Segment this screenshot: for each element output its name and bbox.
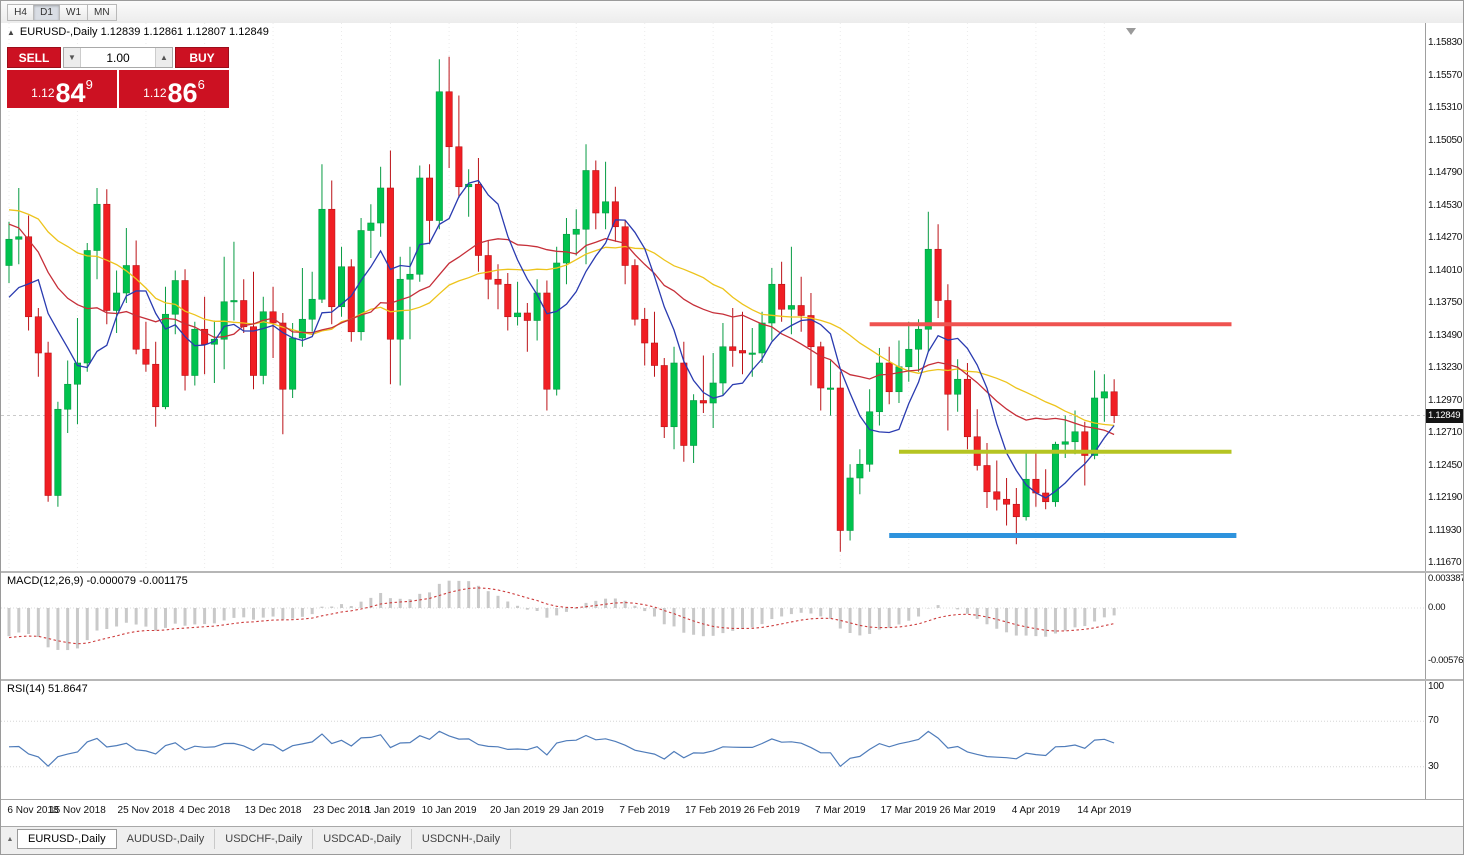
tab-usdchf-daily[interactable]: USDCHF-,Daily [215, 829, 314, 849]
macd-chart-canvas[interactable] [1, 573, 1425, 679]
one-click-trading-panel: SELL ▼ 1.00 ▲ BUY 1.12 84 9 1.12 86 6 [7, 47, 229, 108]
macd-axis[interactable]: 0.003387 0.00 -0.00576 [1425, 573, 1464, 679]
price-axis-label: 1.15830 [1428, 37, 1463, 48]
candlestick-chart-canvas[interactable] [1, 23, 1425, 571]
volume-increase-button[interactable]: ▲ [155, 48, 172, 67]
price-axis-label: 1.12450 [1428, 459, 1463, 471]
sell-price-prefix: 1.12 [31, 86, 55, 100]
sell-price-big: 84 [55, 78, 86, 109]
price-axis-label: 1.13490 [1428, 329, 1463, 341]
timeframe-mn-button[interactable]: MN [87, 3, 117, 21]
volume-decrease-button[interactable]: ▼ [64, 48, 81, 67]
timeframe-d1-button[interactable]: D1 [33, 3, 60, 21]
price-axis-label: 1.14010 [1428, 264, 1463, 276]
chart-tabs-bar: ▲ EURUSD-,Daily AUDUSD-,Daily USDCHF-,Da… [1, 826, 1463, 854]
time-axis-label: 25 Nov 2018 [117, 805, 175, 816]
time-axis-label: 6 Nov 2018 [7, 805, 59, 816]
panel-splitter-main-macd[interactable] [1, 571, 1463, 573]
price-axis-label: 1.14790 [1428, 167, 1463, 178]
timeframe-w1-button[interactable]: W1 [59, 3, 88, 21]
time-axis-label: 4 Apr 2019 [1011, 805, 1061, 816]
rsi-axis-label: 100 [1428, 681, 1444, 692]
sell-button[interactable]: SELL [7, 47, 61, 68]
price-axis-label: 1.11670 [1428, 557, 1462, 568]
macd-axis-label: 0.00 [1428, 602, 1446, 613]
time-axis-label: 14 Apr 2019 [1077, 805, 1132, 816]
one-click-collapse-icon[interactable]: ▲ [7, 27, 15, 37]
time-axis-divider [1, 799, 1463, 800]
volume-control: ▼ 1.00 ▲ [63, 47, 173, 68]
time-axis-label: 15 Nov 2018 [49, 805, 106, 816]
time-axis-label: 10 Jan 2019 [421, 805, 477, 816]
time-axis-label: 23 Dec 2018 [313, 805, 370, 816]
time-axis-label: 1 Jan 2019 [365, 805, 416, 816]
price-axis-label: 1.15570 [1428, 69, 1463, 81]
price-axis-label: 1.12710 [1428, 427, 1463, 438]
macd-title: MACD(12,26,9) -0.000079 -0.001175 [7, 575, 188, 587]
time-axis-label: 13 Dec 2018 [244, 805, 302, 816]
time-axis-label: 7 Mar 2019 [815, 805, 866, 816]
timeframe-h4-button[interactable]: H4 [7, 3, 34, 21]
time-axis-label: 26 Mar 2019 [939, 805, 996, 816]
rsi-chart-canvas[interactable] [1, 681, 1425, 799]
buy-price-big: 86 [167, 78, 198, 109]
volume-input[interactable]: 1.00 [106, 50, 130, 65]
rsi-title: RSI(14) 51.8647 [7, 683, 88, 695]
time-axis-label: 17 Feb 2019 [685, 805, 742, 816]
price-axis-label: 1.15310 [1428, 102, 1463, 113]
buy-price-display[interactable]: 1.12 86 6 [119, 70, 229, 108]
price-axis[interactable]: 1.15830 1.15570 1.15310 1.15050 1.14790 1.145… [1425, 23, 1463, 571]
panel-splitter-macd-rsi[interactable] [1, 679, 1463, 681]
price-axis-label: 1.11930 [1428, 524, 1462, 536]
price-axis-label: 1.14530 [1428, 199, 1463, 211]
time-axis-label: 29 Jan 2019 [548, 805, 604, 816]
price-axis-label: 1.13230 [1428, 362, 1463, 373]
chart-header: ▲ EURUSD-,Daily 1.12839 1.12861 1.12807 … [7, 26, 269, 38]
rsi-axis-label: 30 [1428, 760, 1439, 772]
buy-price-pip: 6 [197, 77, 205, 92]
tab-usdcad-daily[interactable]: USDCAD-,Daily [313, 829, 412, 849]
buy-button[interactable]: BUY [175, 47, 229, 68]
rsi-axis[interactable]: 100 70 30 [1425, 681, 1463, 799]
rsi-panel: RSI(14) 51.8647 100 70 30 [1, 681, 1463, 799]
buy-price-prefix: 1.12 [143, 86, 167, 100]
time-axis-label: 7 Feb 2019 [619, 805, 670, 816]
time-axis[interactable]: 6 Nov 2018 15 Nov 2018 25 Nov 2018 4 Dec 20… [1, 800, 1463, 826]
time-axis-label: 26 Feb 2019 [743, 805, 800, 816]
macd-panel: MACD(12,26,9) -0.000079 -0.001175 0.0033… [1, 573, 1464, 679]
time-axis-label: 4 Dec 2018 [179, 805, 231, 816]
price-axis-label: 1.14270 [1428, 232, 1463, 243]
window-list-icon[interactable]: ▲ [6, 835, 14, 843]
tab-audusd-daily[interactable]: AUDUSD-,Daily [117, 829, 216, 849]
sell-price-display[interactable]: 1.12 84 9 [7, 70, 117, 108]
macd-axis-label: 0.003387 [1428, 573, 1464, 584]
tab-eurusd-daily[interactable]: EURUSD-,Daily [17, 829, 117, 849]
tab-usdcnh-daily[interactable]: USDCNH-,Daily [412, 829, 512, 849]
rsi-axis-label: 70 [1428, 715, 1439, 727]
macd-axis-label: -0.00576 [1428, 655, 1464, 666]
price-axis-label: 1.12970 [1428, 394, 1463, 406]
timeframe-toolbar: H4 D1 W1 MN [1, 1, 1463, 24]
current-price-tag: 1.12849 [1426, 408, 1463, 423]
time-axis-label: 17 Mar 2019 [880, 805, 937, 816]
price-axis-label: 1.12190 [1428, 492, 1463, 503]
chart-title-ohlc: EURUSD-,Daily 1.12839 1.12861 1.12807 1.… [19, 26, 269, 38]
price-axis-label: 1.13750 [1428, 297, 1463, 308]
main-chart-panel: ▲ EURUSD-,Daily 1.12839 1.12861 1.12807 … [1, 23, 1463, 571]
sell-price-pip: 9 [85, 77, 93, 92]
price-axis-label: 1.15050 [1428, 134, 1463, 146]
time-axis-label: 20 Jan 2019 [490, 805, 546, 816]
shift-marker-icon [1126, 28, 1136, 35]
